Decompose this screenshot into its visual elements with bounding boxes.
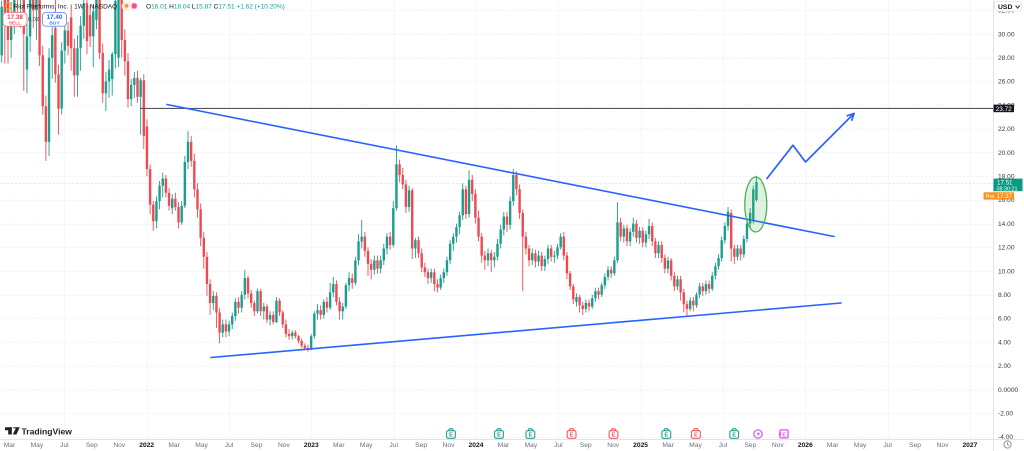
svg-text:Jul: Jul: [389, 442, 398, 449]
svg-text:E: E: [694, 433, 698, 439]
svg-text:18.00: 18.00: [998, 174, 1015, 181]
svg-text:BUY: BUY: [49, 20, 60, 26]
svg-text:28.00: 28.00: [998, 55, 1015, 62]
svg-text:Mar: Mar: [662, 442, 674, 449]
svg-text:Nov: Nov: [937, 442, 950, 449]
svg-text:May: May: [525, 442, 538, 449]
svg-text:Sep: Sep: [86, 442, 98, 449]
svg-text:May: May: [31, 442, 44, 449]
svg-text:Nov: Nov: [772, 442, 785, 449]
svg-text:-2.00: -2.00: [998, 411, 1013, 418]
svg-text:Nov: Nov: [113, 442, 126, 449]
svg-text:08:30:21: 08:30:21: [997, 186, 1018, 192]
svg-text:2022: 2022: [139, 442, 154, 449]
svg-text:20.00: 20.00: [998, 150, 1015, 157]
svg-text:Jul: Jul: [883, 442, 892, 449]
svg-text:Nov: Nov: [607, 442, 620, 449]
svg-text:Mar: Mar: [4, 442, 16, 449]
svg-text:Nov: Nov: [278, 442, 291, 449]
svg-text:Jul: Jul: [554, 442, 563, 449]
svg-text:2026: 2026: [798, 442, 813, 449]
svg-text:May: May: [360, 442, 373, 449]
svg-text:May: May: [689, 442, 702, 449]
svg-text:0.02: 0.02: [28, 17, 39, 23]
svg-text:Pre: Pre: [986, 194, 995, 200]
svg-text:14.00: 14.00: [998, 221, 1015, 228]
svg-text:30.00: 30.00: [998, 31, 1015, 38]
svg-text:2024: 2024: [469, 442, 484, 449]
svg-text:17.38: 17.38: [7, 14, 23, 21]
svg-text:4.00: 4.00: [998, 339, 1011, 346]
svg-text:2025: 2025: [633, 442, 648, 449]
svg-text:SELL: SELL: [9, 20, 21, 26]
svg-text:Sep: Sep: [251, 442, 263, 449]
svg-text:E: E: [612, 433, 616, 439]
svg-text:26.00: 26.00: [998, 79, 1015, 86]
svg-text:E: E: [782, 433, 786, 439]
svg-text:Sep: Sep: [415, 442, 427, 449]
svg-text:Nov: Nov: [443, 442, 456, 449]
svg-text:10.00: 10.00: [998, 268, 1015, 275]
svg-text:Jul: Jul: [719, 442, 728, 449]
svg-text:Jul: Jul: [225, 442, 234, 449]
svg-text:Sep: Sep: [580, 442, 592, 449]
svg-text:Mar: Mar: [168, 442, 180, 449]
svg-text:O16.01 H18.04 L15.87 C17.51 +1: O16.01 H18.04 L15.87 C17.51 +1.62 (+10.2…: [146, 3, 285, 10]
svg-text:-4.00: -4.00: [998, 434, 1013, 441]
svg-text:Riot Platforms, Inc. · 1W · NA: Riot Platforms, Inc. · 1W · NASDAQ: [14, 3, 118, 10]
svg-text:17.37: 17.37: [997, 193, 1013, 200]
svg-text:22.00: 22.00: [998, 126, 1015, 133]
svg-text:May: May: [195, 442, 208, 449]
svg-text:0.0000: 0.0000: [998, 387, 1019, 394]
svg-text:16.00: 16.00: [998, 197, 1015, 204]
svg-text:8.00: 8.00: [998, 292, 1011, 299]
svg-text:USD: USD: [998, 4, 1012, 11]
svg-text:23.72: 23.72: [996, 106, 1012, 113]
svg-text:2.00: 2.00: [998, 363, 1011, 370]
svg-text:E: E: [449, 433, 453, 439]
svg-text:17.51: 17.51: [997, 179, 1013, 186]
svg-text:Mar: Mar: [498, 442, 510, 449]
svg-text:Mar: Mar: [827, 442, 839, 449]
svg-text:17.40: 17.40: [47, 14, 63, 21]
svg-text:E: E: [570, 433, 574, 439]
svg-text:E: E: [732, 433, 736, 439]
svg-text:Mar: Mar: [333, 442, 345, 449]
svg-text:2023: 2023: [304, 442, 319, 449]
svg-text:E: E: [497, 433, 501, 439]
svg-text:Sep: Sep: [909, 442, 921, 449]
svg-text:E: E: [528, 433, 532, 439]
svg-text:12.00: 12.00: [998, 245, 1015, 252]
svg-text:TradingView: TradingView: [22, 426, 73, 436]
svg-text:6.00: 6.00: [998, 316, 1011, 323]
svg-text:May: May: [854, 442, 867, 449]
svg-text:Jul: Jul: [60, 442, 69, 449]
svg-text:2027: 2027: [962, 442, 977, 449]
svg-text:E: E: [664, 433, 668, 439]
svg-text:Sep: Sep: [744, 442, 756, 449]
